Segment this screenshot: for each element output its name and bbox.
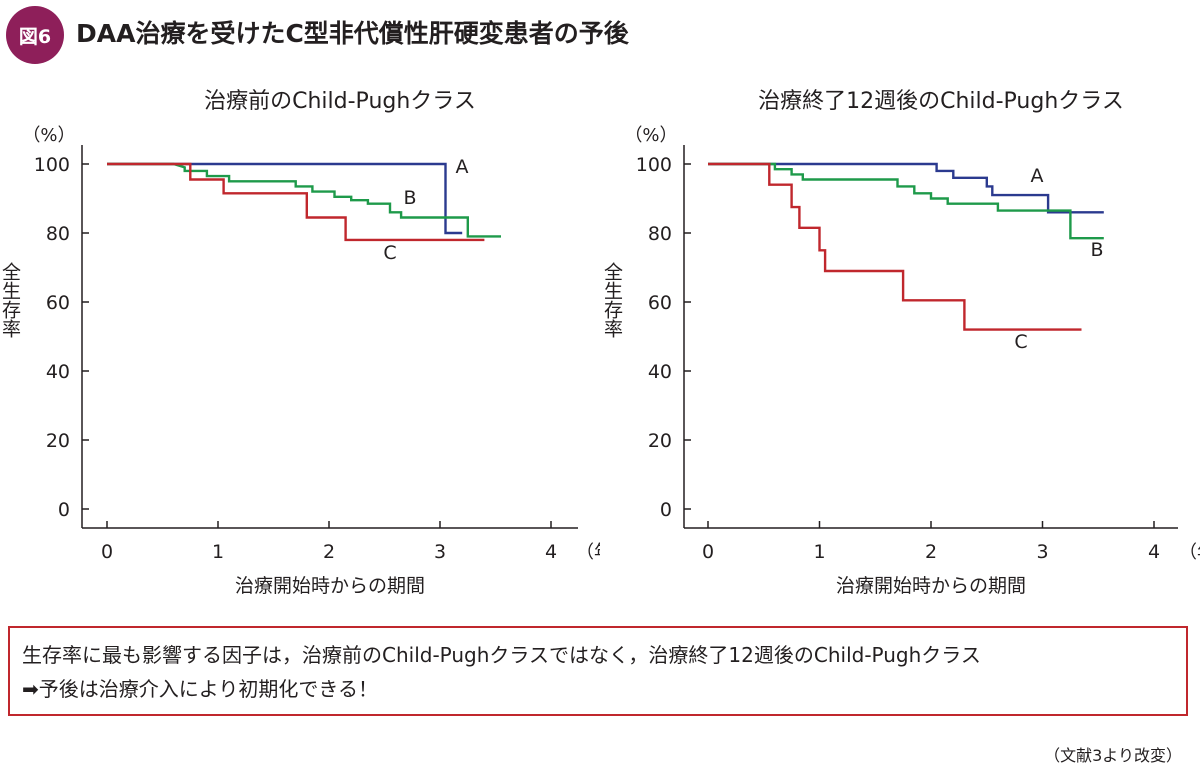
chart-pre-treatment: 治療前のChild-Pughクラス 0 20 40 60 80 100 （%） 全生存率 0 1 2 3… bbox=[0, 89, 600, 597]
y-tick-label: 60 bbox=[648, 292, 672, 314]
series-label-B: B bbox=[403, 187, 416, 209]
series-line-B bbox=[708, 162, 1104, 240]
chart-post-treatment: 治療終了12週後のChild-Pughクラス020406080100（%）全生存… bbox=[601, 89, 1200, 597]
x-tick-label: 1 bbox=[212, 541, 224, 563]
series-line-A bbox=[107, 162, 463, 235]
series-label-A: A bbox=[456, 156, 469, 178]
series-label-C: C bbox=[1014, 331, 1027, 353]
y-tick-label: 60 bbox=[46, 292, 70, 314]
series-line-C bbox=[107, 162, 485, 242]
chart-title: 治療終了12週後のChild-Pughクラス bbox=[758, 89, 1124, 114]
x-axis-label: 治療開始時からの期間 bbox=[836, 575, 1026, 597]
conclusion-line-1: 生存率に最も影響する因子は，治療前のChild-Pughクラスではなく，治療終了… bbox=[22, 643, 981, 667]
x-tick-label: 2 bbox=[323, 541, 335, 563]
x-tick-label: 2 bbox=[925, 541, 937, 563]
x-unit-label: （年） bbox=[576, 542, 600, 563]
y-tick-label: 40 bbox=[648, 361, 672, 383]
figure-badge: 図6 bbox=[6, 6, 64, 64]
y-unit-label: （%） bbox=[22, 125, 75, 146]
source-citation: （文献3より改変） bbox=[1044, 746, 1182, 765]
series-line-B bbox=[107, 162, 501, 238]
y-tick-label: 20 bbox=[46, 430, 70, 452]
figure-title: DAA治療を受けたC型非代償性肝硬変患者の予後 bbox=[76, 19, 629, 48]
y-unit-label: （%） bbox=[624, 125, 677, 146]
x-tick-label: 0 bbox=[702, 541, 714, 563]
x-tick-label: 4 bbox=[1148, 541, 1160, 563]
series-line-A bbox=[708, 162, 1104, 214]
series-line-C bbox=[708, 162, 1082, 331]
conclusion-line-2: ➡予後は治療介入により初期化できる！ bbox=[22, 677, 378, 701]
x-tick-label: 1 bbox=[813, 541, 825, 563]
x-tick-label: 3 bbox=[434, 541, 446, 563]
y-tick-label: 0 bbox=[58, 499, 70, 521]
series-label-A: A bbox=[1031, 165, 1044, 187]
x-tick-label: 0 bbox=[101, 541, 113, 563]
y-tick-label: 100 bbox=[34, 154, 70, 176]
y-tick-label: 0 bbox=[660, 499, 672, 521]
y-axis-label: 全生存率 bbox=[0, 262, 21, 338]
series-label-B: B bbox=[1090, 239, 1103, 261]
y-tick-label: 40 bbox=[46, 361, 70, 383]
y-tick-label: 20 bbox=[648, 430, 672, 452]
x-unit-label: （年） bbox=[1179, 542, 1200, 563]
conclusion-box: 生存率に最も影響する因子は，治療前のChild-Pughクラスではなく，治療終了… bbox=[8, 626, 1188, 716]
y-axis-label: 全生存率 bbox=[601, 262, 623, 338]
y-tick-label: 80 bbox=[46, 223, 70, 245]
y-tick-label: 100 bbox=[636, 154, 672, 176]
chart-title: 治療前のChild-Pughクラス bbox=[204, 89, 476, 114]
x-axis-label: 治療開始時からの期間 bbox=[235, 575, 425, 597]
x-tick-label: 3 bbox=[1036, 541, 1048, 563]
y-tick-label: 80 bbox=[648, 223, 672, 245]
x-tick-label: 4 bbox=[545, 541, 557, 563]
series-label-C: C bbox=[383, 242, 396, 264]
